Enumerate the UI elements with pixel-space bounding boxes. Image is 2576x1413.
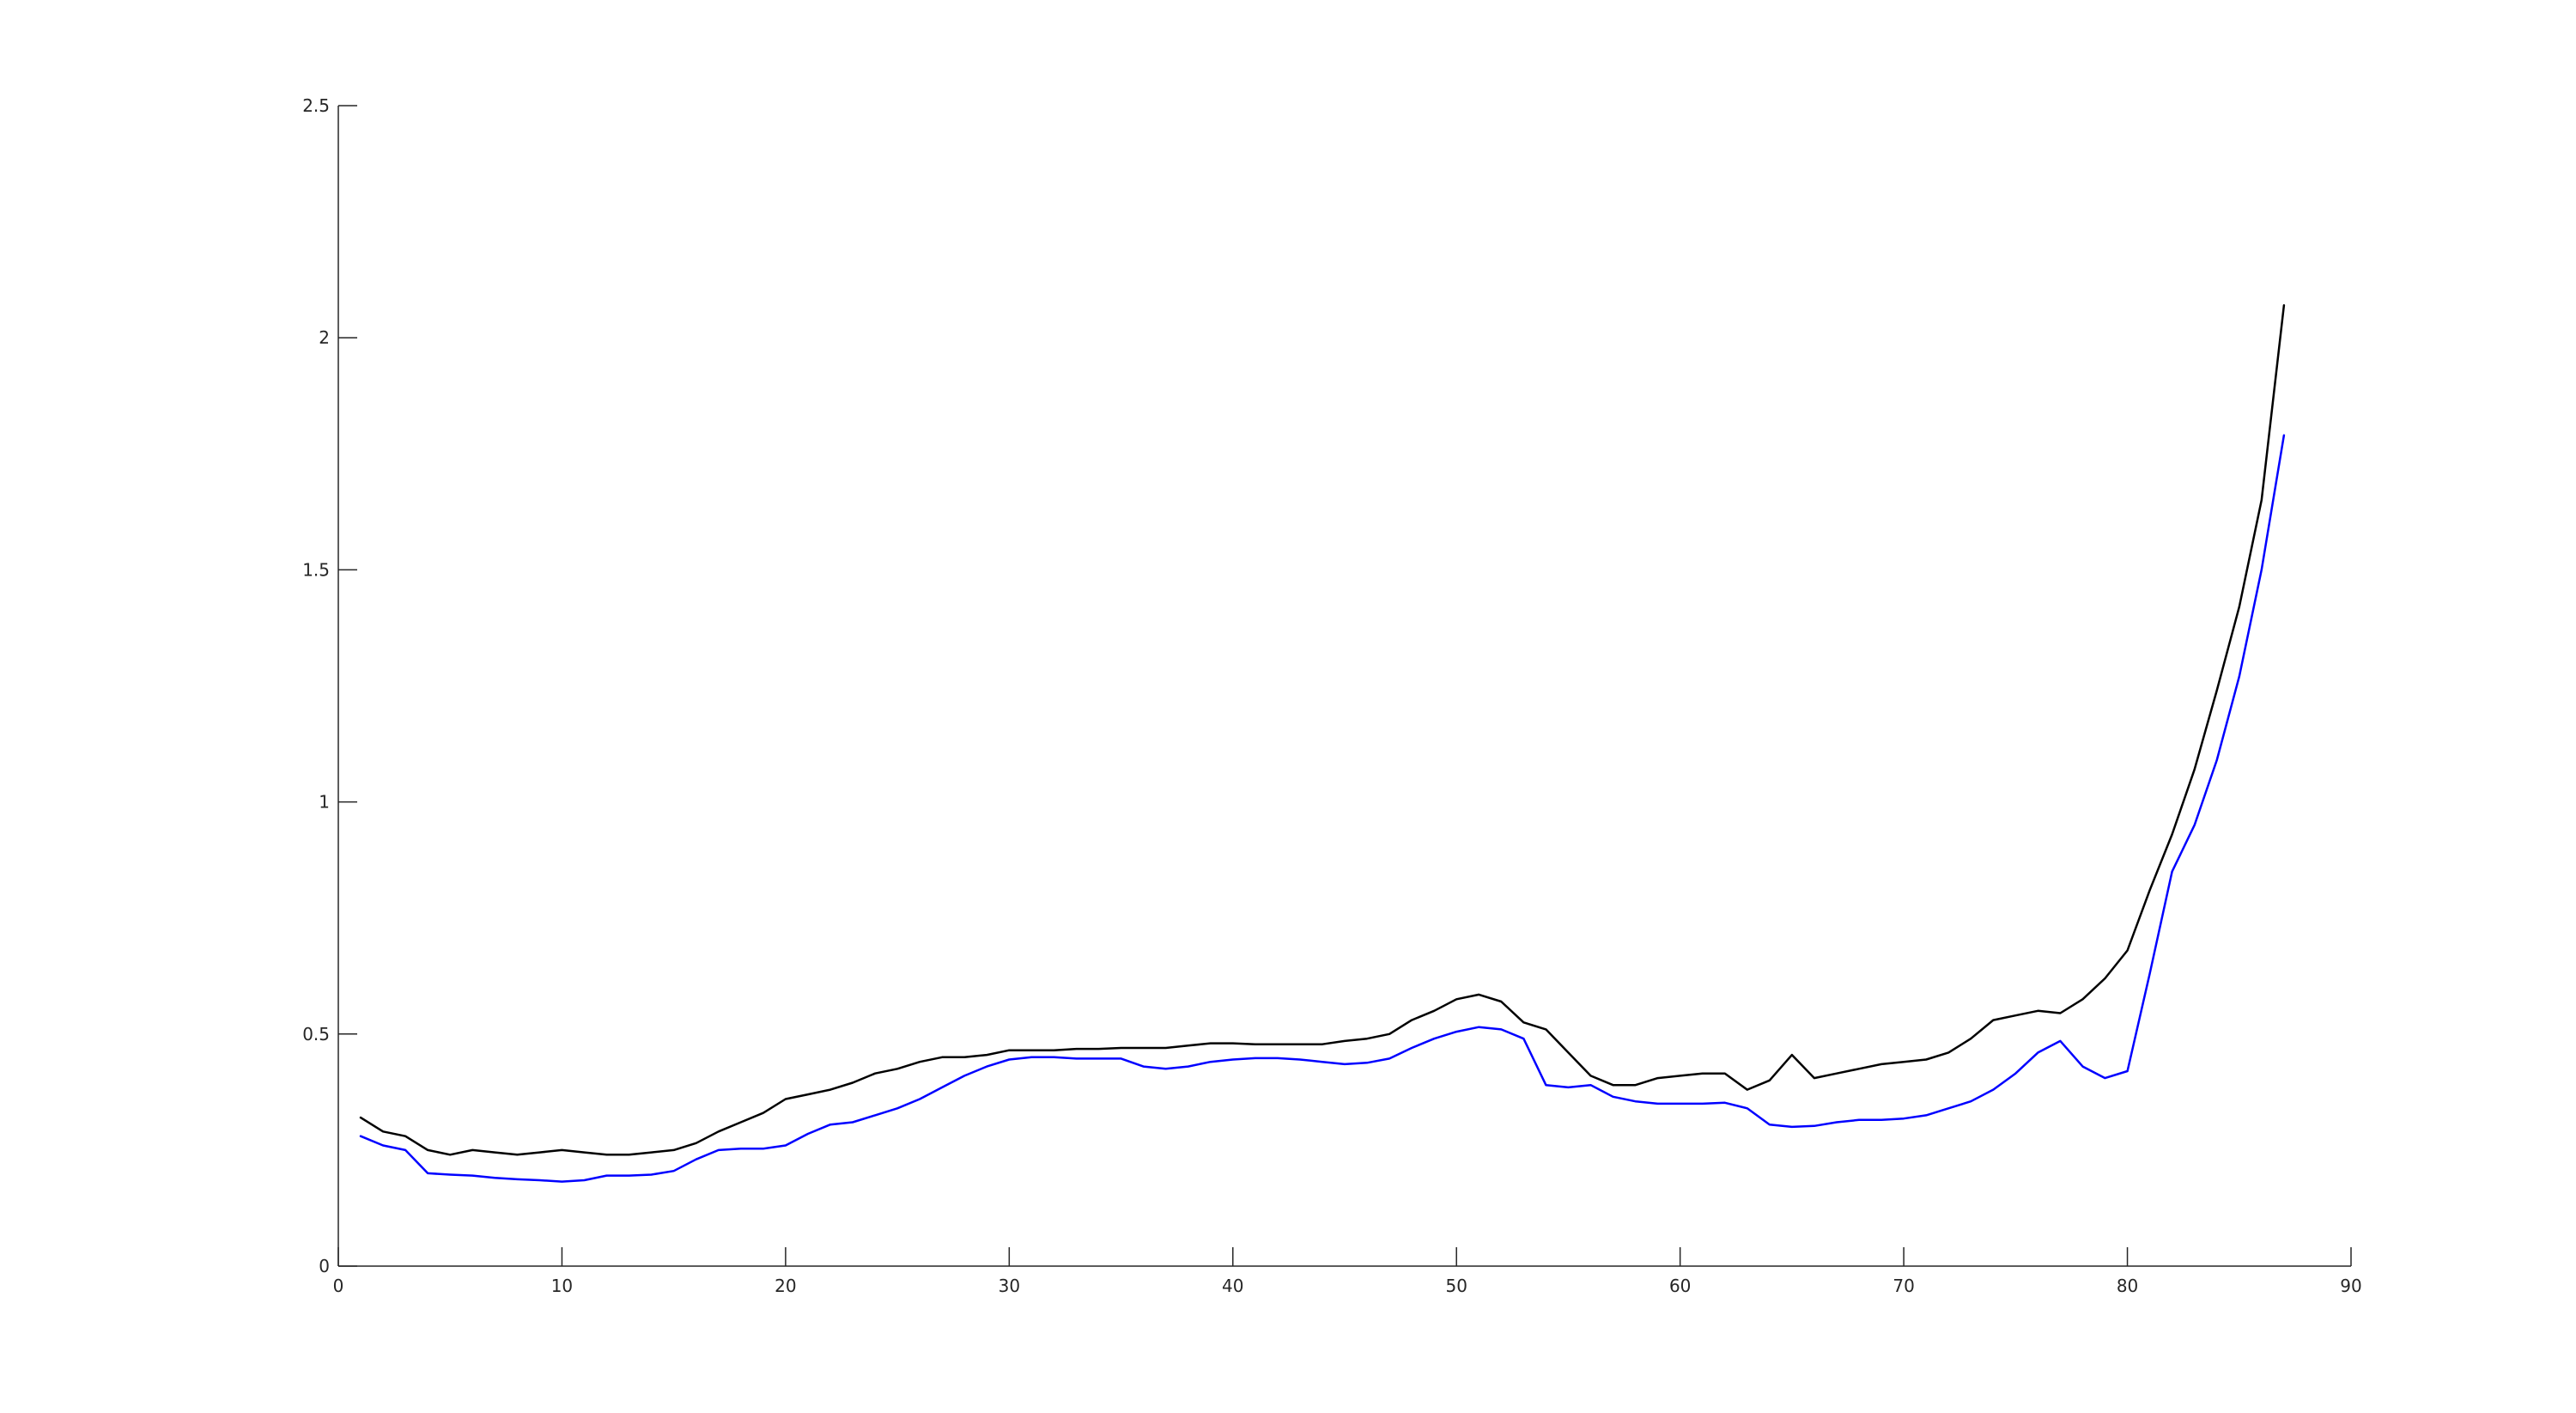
y-tick-label: 0 <box>319 1256 330 1276</box>
y-tick-label: 1.5 <box>302 559 330 580</box>
x-tick-label: 50 <box>1445 1276 1467 1296</box>
x-axis-ticks: 0 10 20 30 40 50 60 70 80 90 <box>333 1247 2362 1296</box>
x-tick-label: 40 <box>1222 1276 1243 1296</box>
x-tick-label: 10 <box>551 1276 573 1296</box>
x-tick-label: 0 <box>333 1276 344 1296</box>
x-tick-label: 20 <box>775 1276 796 1296</box>
series-line-blue <box>359 434 2286 1183</box>
series-line-black <box>359 304 2286 1156</box>
y-tick-label: 2.5 <box>302 95 330 116</box>
y-axis-ticks: 0 0.5 1 1.5 2 2.5 <box>302 95 357 1276</box>
series <box>359 304 2286 1183</box>
y-tick-label: 2 <box>319 327 330 348</box>
x-tick-label: 80 <box>2117 1276 2138 1296</box>
y-tick-label: 0.5 <box>302 1024 330 1045</box>
x-tick-label: 70 <box>1893 1276 1914 1296</box>
x-tick-label: 60 <box>1669 1276 1691 1296</box>
x-tick-label: 90 <box>2340 1276 2361 1296</box>
y-tick-label: 1 <box>319 792 330 813</box>
x-tick-label: 30 <box>999 1276 1020 1296</box>
axes <box>337 106 2351 1267</box>
